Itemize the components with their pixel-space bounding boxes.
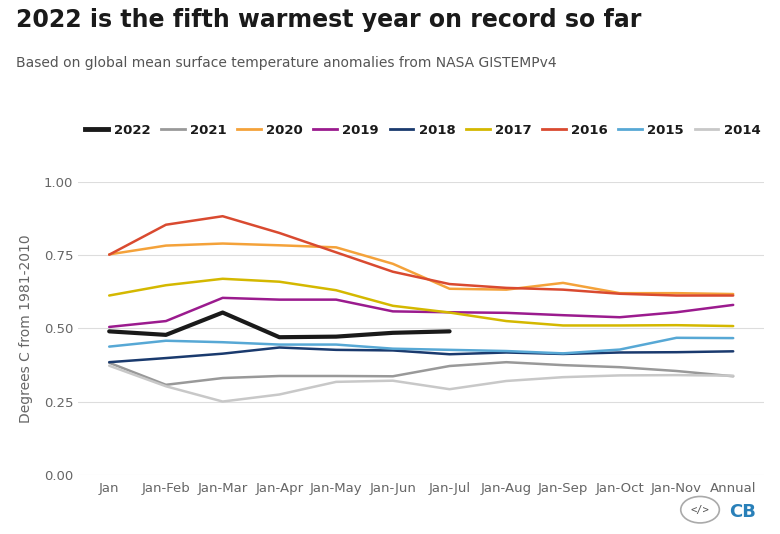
Text: 2022 is the fifth warmest year on record so far: 2022 is the fifth warmest year on record…	[16, 8, 641, 32]
Text: CB: CB	[729, 502, 756, 521]
Text: </>: </>	[690, 505, 710, 515]
Legend: 2022, 2021, 2020, 2019, 2018, 2017, 2016, 2015, 2014: 2022, 2021, 2020, 2019, 2018, 2017, 2016…	[84, 124, 760, 137]
Text: Based on global mean surface temperature anomalies from NASA GISTEMPv4: Based on global mean surface temperature…	[16, 56, 556, 70]
Y-axis label: Degrees C from 1981-2010: Degrees C from 1981-2010	[19, 234, 33, 423]
